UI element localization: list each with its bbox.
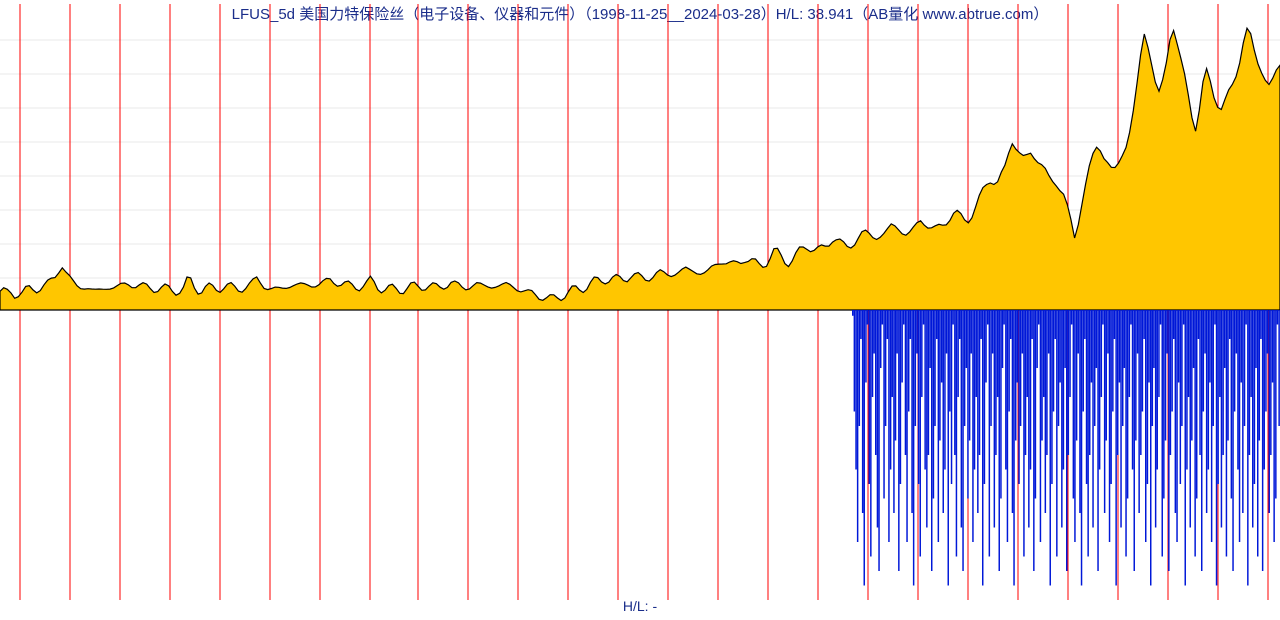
chart-footer: H/L: - (0, 598, 1280, 614)
indicator-bars (852, 310, 1280, 586)
chart-canvas (0, 0, 1280, 620)
price-area (0, 28, 1280, 310)
chart-svg (0, 0, 1280, 620)
